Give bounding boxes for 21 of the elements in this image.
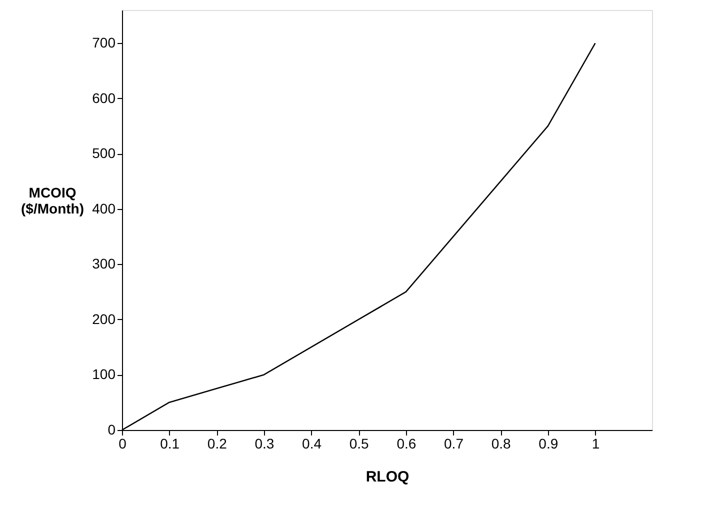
x-tick-label: 0.5: [349, 436, 370, 452]
x-tick-label: 1: [592, 436, 600, 452]
x-tick-label: 0.1: [160, 436, 180, 452]
x-tick-label: 0.6: [396, 436, 416, 452]
x-tick-label: 0.8: [491, 436, 512, 452]
y-axis-title: MCOIQ ($/Month): [21, 184, 84, 216]
x-tick-label: 0.9: [538, 436, 558, 452]
x-tick-label: 0.7: [444, 436, 464, 452]
y-tick-label: 300: [92, 256, 116, 272]
y-tick-label: 100: [92, 366, 116, 382]
y-tick-label: 200: [92, 310, 116, 327]
y-tick-label: 500: [92, 145, 116, 162]
x-tick-label: 0.2: [207, 436, 228, 452]
y-tick-label: 400: [92, 200, 116, 216]
x-tick-label: 0.4: [302, 436, 322, 452]
y-tick-label: 700: [92, 34, 116, 51]
x-tick-label: 0: [118, 436, 127, 452]
x-axis-title: RLOQ: [366, 468, 410, 486]
y-tick-label: 600: [92, 90, 116, 106]
x-tick-label: 0.3: [254, 436, 274, 452]
y-tick-label: 0: [108, 422, 116, 438]
